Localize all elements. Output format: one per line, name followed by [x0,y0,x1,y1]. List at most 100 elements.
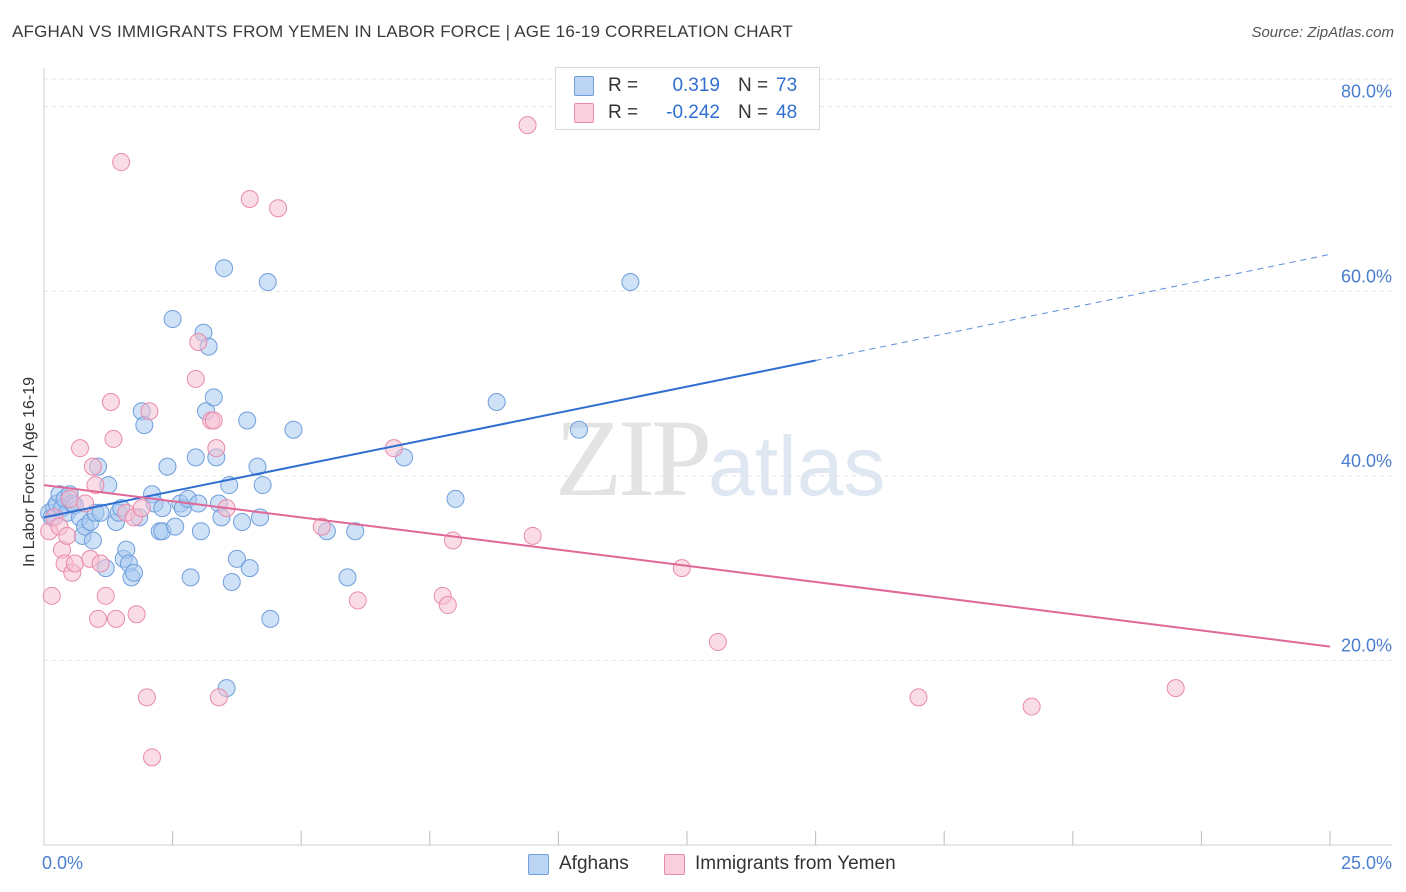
afghans-point [240,559,259,578]
r-value: 0.319 [672,75,720,96]
y-tick-label: 80.0% [1341,82,1392,102]
afghans-point [153,499,172,518]
afghans-point [261,609,280,628]
yemen-point [101,393,120,412]
x-tick-label: 25.0% [1341,853,1392,873]
axes [43,68,1392,846]
yemen-point [438,596,457,615]
yemen-legend-label: Immigrants from Yemen [695,853,896,874]
afghans-point [204,388,223,407]
yemen-point [348,591,367,610]
y-tick-label: 20.0% [1341,635,1392,655]
afghans-legend-label: Afghans [559,853,629,874]
yemen-point [204,411,223,430]
bottom-legend-afghans: Afghans [528,852,629,876]
watermark-atlas: atlas [708,419,886,513]
y-tick-label: 60.0% [1341,266,1392,286]
afghans-point [346,522,365,541]
afghans-point [487,393,506,412]
watermark: ZIPatlas [555,395,885,522]
afghans-point [91,503,110,522]
yemen-point [209,688,228,707]
yemen-point [86,476,105,495]
afghans-point [158,457,177,476]
afghans-point [83,531,102,550]
afghans-point [446,489,465,508]
yemen-point [312,517,331,536]
data-points [40,116,1185,767]
stats-legend: R = 0.319 N = 73 R = -0.242 N = 48 [555,67,820,130]
yemen-point [909,688,928,707]
r-label: R = [608,102,639,123]
r-label: R = [608,75,639,96]
bottom-legend-yemen: Immigrants from Yemen [664,852,896,876]
r-value: -0.242 [666,102,720,123]
axis-labels: 20.0% 40.0% 60.0% 80.0% 0.0% 25.0% In Labor Fo… [21,82,1392,873]
afghans-point [181,568,200,587]
afghans-swatch-icon [574,76,594,96]
afghans-trend-line [43,359,816,519]
n-label: N = [738,75,769,96]
afghans-point [569,420,588,439]
yemen-point [443,531,462,550]
afghans-point [215,259,234,278]
n-value: 48 [776,102,798,123]
afghans-point [621,273,640,292]
yemen-point [240,189,259,208]
afghans-point [258,273,277,292]
yemen-point [207,439,226,458]
y-axis-title: In Labor Force | Age 16-19 [21,377,38,567]
yemen-point [518,116,537,135]
yemen-point [186,369,205,388]
yemen-point [42,586,61,605]
afghans-point [163,309,182,328]
chart-title: AFGHAN VS IMMIGRANTS FROM YEMEN IN LABOR… [12,22,793,41]
x-tick-label: 0.0% [42,853,83,873]
yemen-point [60,489,79,508]
yemen-point [143,748,162,767]
yemen-trend-line [43,484,1331,648]
yemen-point [104,429,123,448]
yemen-point [189,333,208,352]
afghans-trend-extension [815,253,1331,361]
yemen-point [269,199,288,218]
yemen-point [83,457,102,476]
yemen-point [708,632,727,651]
yemen-point [1166,679,1185,698]
afghans-point [253,476,272,495]
afghans-point [248,457,267,476]
yemen-point [132,499,151,518]
afghans-point [186,448,205,467]
afghans-point [191,522,210,541]
afghans-point [125,563,144,582]
yemen-point [65,554,84,573]
yemen-point [523,526,542,545]
afghans-legend-icon [528,853,549,875]
yemen-point [1022,697,1041,716]
afghans-point [233,512,252,531]
afghans-point [222,572,241,591]
afghans-point [284,420,303,439]
afghans-point [166,517,185,536]
yemen-point [96,586,115,605]
legend-row-yemen: R = -0.242 N = 48 [574,101,797,125]
yemen-point [140,402,159,421]
yemen-point [127,605,146,624]
n-value: 73 [776,75,798,96]
y-tick-label: 40.0% [1341,451,1392,471]
afghans-point [238,411,257,430]
yemen-point [137,688,156,707]
source-credit: Source: ZipAtlas.com [1251,24,1394,41]
yemen-legend-icon [664,853,685,875]
afghans-point [227,549,246,568]
yemen-point [107,609,126,628]
yemen-point [71,439,90,458]
n-label: N = [738,102,769,123]
yemen-point [91,554,110,573]
watermark-zip: ZIP [555,397,712,519]
yemen-point [672,559,691,578]
yemen-point [112,153,131,172]
legend-row-afghans: R = 0.319 N = 73 [574,74,797,98]
yemen-point [89,609,108,628]
